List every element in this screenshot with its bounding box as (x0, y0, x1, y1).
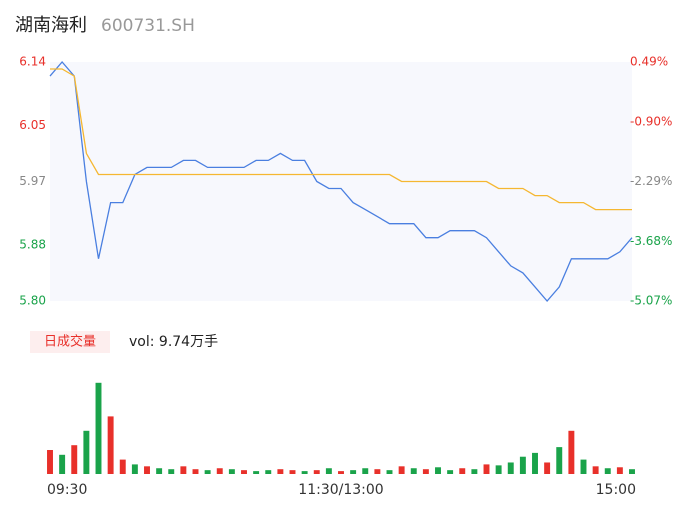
volume-bar (131, 464, 138, 474)
volume-bar (119, 459, 126, 474)
y2-tick-label: -0.90% (630, 114, 672, 128)
volume-bar (386, 470, 393, 474)
volume-bar (265, 470, 272, 474)
volume-bar (95, 382, 102, 474)
volume-bar (59, 454, 66, 474)
volume-bar (422, 469, 429, 474)
volume-bar (580, 459, 587, 474)
volume-bar (228, 469, 235, 474)
volume-bar (544, 462, 551, 474)
volume-bar (338, 471, 344, 474)
stock-code: 600731.SH (101, 16, 195, 36)
volume-bar (325, 468, 332, 474)
volume-bar (180, 466, 187, 474)
volume-bar (410, 468, 417, 474)
volume-bar (47, 450, 53, 474)
volume-bar (192, 469, 199, 474)
plot-area (50, 62, 632, 301)
volume-bar (156, 468, 163, 474)
volume-bar (604, 468, 611, 474)
volume-bar (629, 469, 635, 474)
volume-bar (253, 471, 260, 474)
y-tick-label: 6.14 (19, 55, 46, 69)
y2-tick-label: -2.29% (630, 174, 672, 188)
volume-bar (519, 456, 526, 474)
volume-bar (71, 445, 78, 474)
volume-bar (374, 469, 381, 474)
y-tick-label: 5.88 (19, 237, 46, 251)
volume-bar (277, 469, 284, 474)
x-tick-label: 09:30 (47, 482, 87, 498)
volume-bar (568, 430, 575, 474)
volume-bar (616, 467, 623, 474)
y2-tick-label: -3.68% (630, 234, 672, 248)
volume-tab-label[interactable]: 日成交量 (44, 334, 96, 350)
volume-text: vol: 9.74万手 (129, 334, 218, 350)
volume-bar (483, 464, 490, 474)
volume-bar (107, 416, 114, 474)
volume-bar (459, 468, 466, 474)
volume-bar (447, 470, 454, 474)
y-tick-label: 5.97 (19, 174, 46, 188)
price-line (50, 68, 632, 211)
x-tick-label: 15:00 (596, 482, 636, 498)
volume-bar (204, 470, 211, 474)
y-tick-label: 6.05 (19, 118, 46, 132)
volume-bar (144, 466, 150, 474)
x-tick-label: 11:30/13:00 (298, 482, 383, 498)
stock-name: 湖南海利 (15, 15, 87, 36)
volume-bar (435, 467, 441, 474)
volume-bar (471, 469, 478, 474)
y2-tick-label: 0.49% (630, 55, 668, 69)
volume-bar (495, 465, 502, 474)
y-tick-label: 5.80 (19, 294, 46, 308)
volume-bar (241, 470, 247, 474)
volume-bar (362, 468, 369, 474)
volume-bar (168, 469, 175, 474)
price-line (49, 61, 633, 302)
volume-bar (289, 470, 296, 474)
volume-bar (398, 466, 405, 474)
volume-bar (592, 466, 599, 474)
volume-bar (216, 468, 223, 474)
volume-bar (507, 462, 514, 474)
volume-bar (350, 470, 357, 474)
volume-bar (532, 452, 538, 474)
volume-bar (556, 447, 563, 474)
volume-bar (313, 470, 320, 474)
volume-bar (301, 471, 308, 474)
volume-tab[interactable] (30, 331, 110, 353)
y2-tick-label: -5.07% (630, 294, 672, 308)
volume-bar (83, 430, 90, 474)
